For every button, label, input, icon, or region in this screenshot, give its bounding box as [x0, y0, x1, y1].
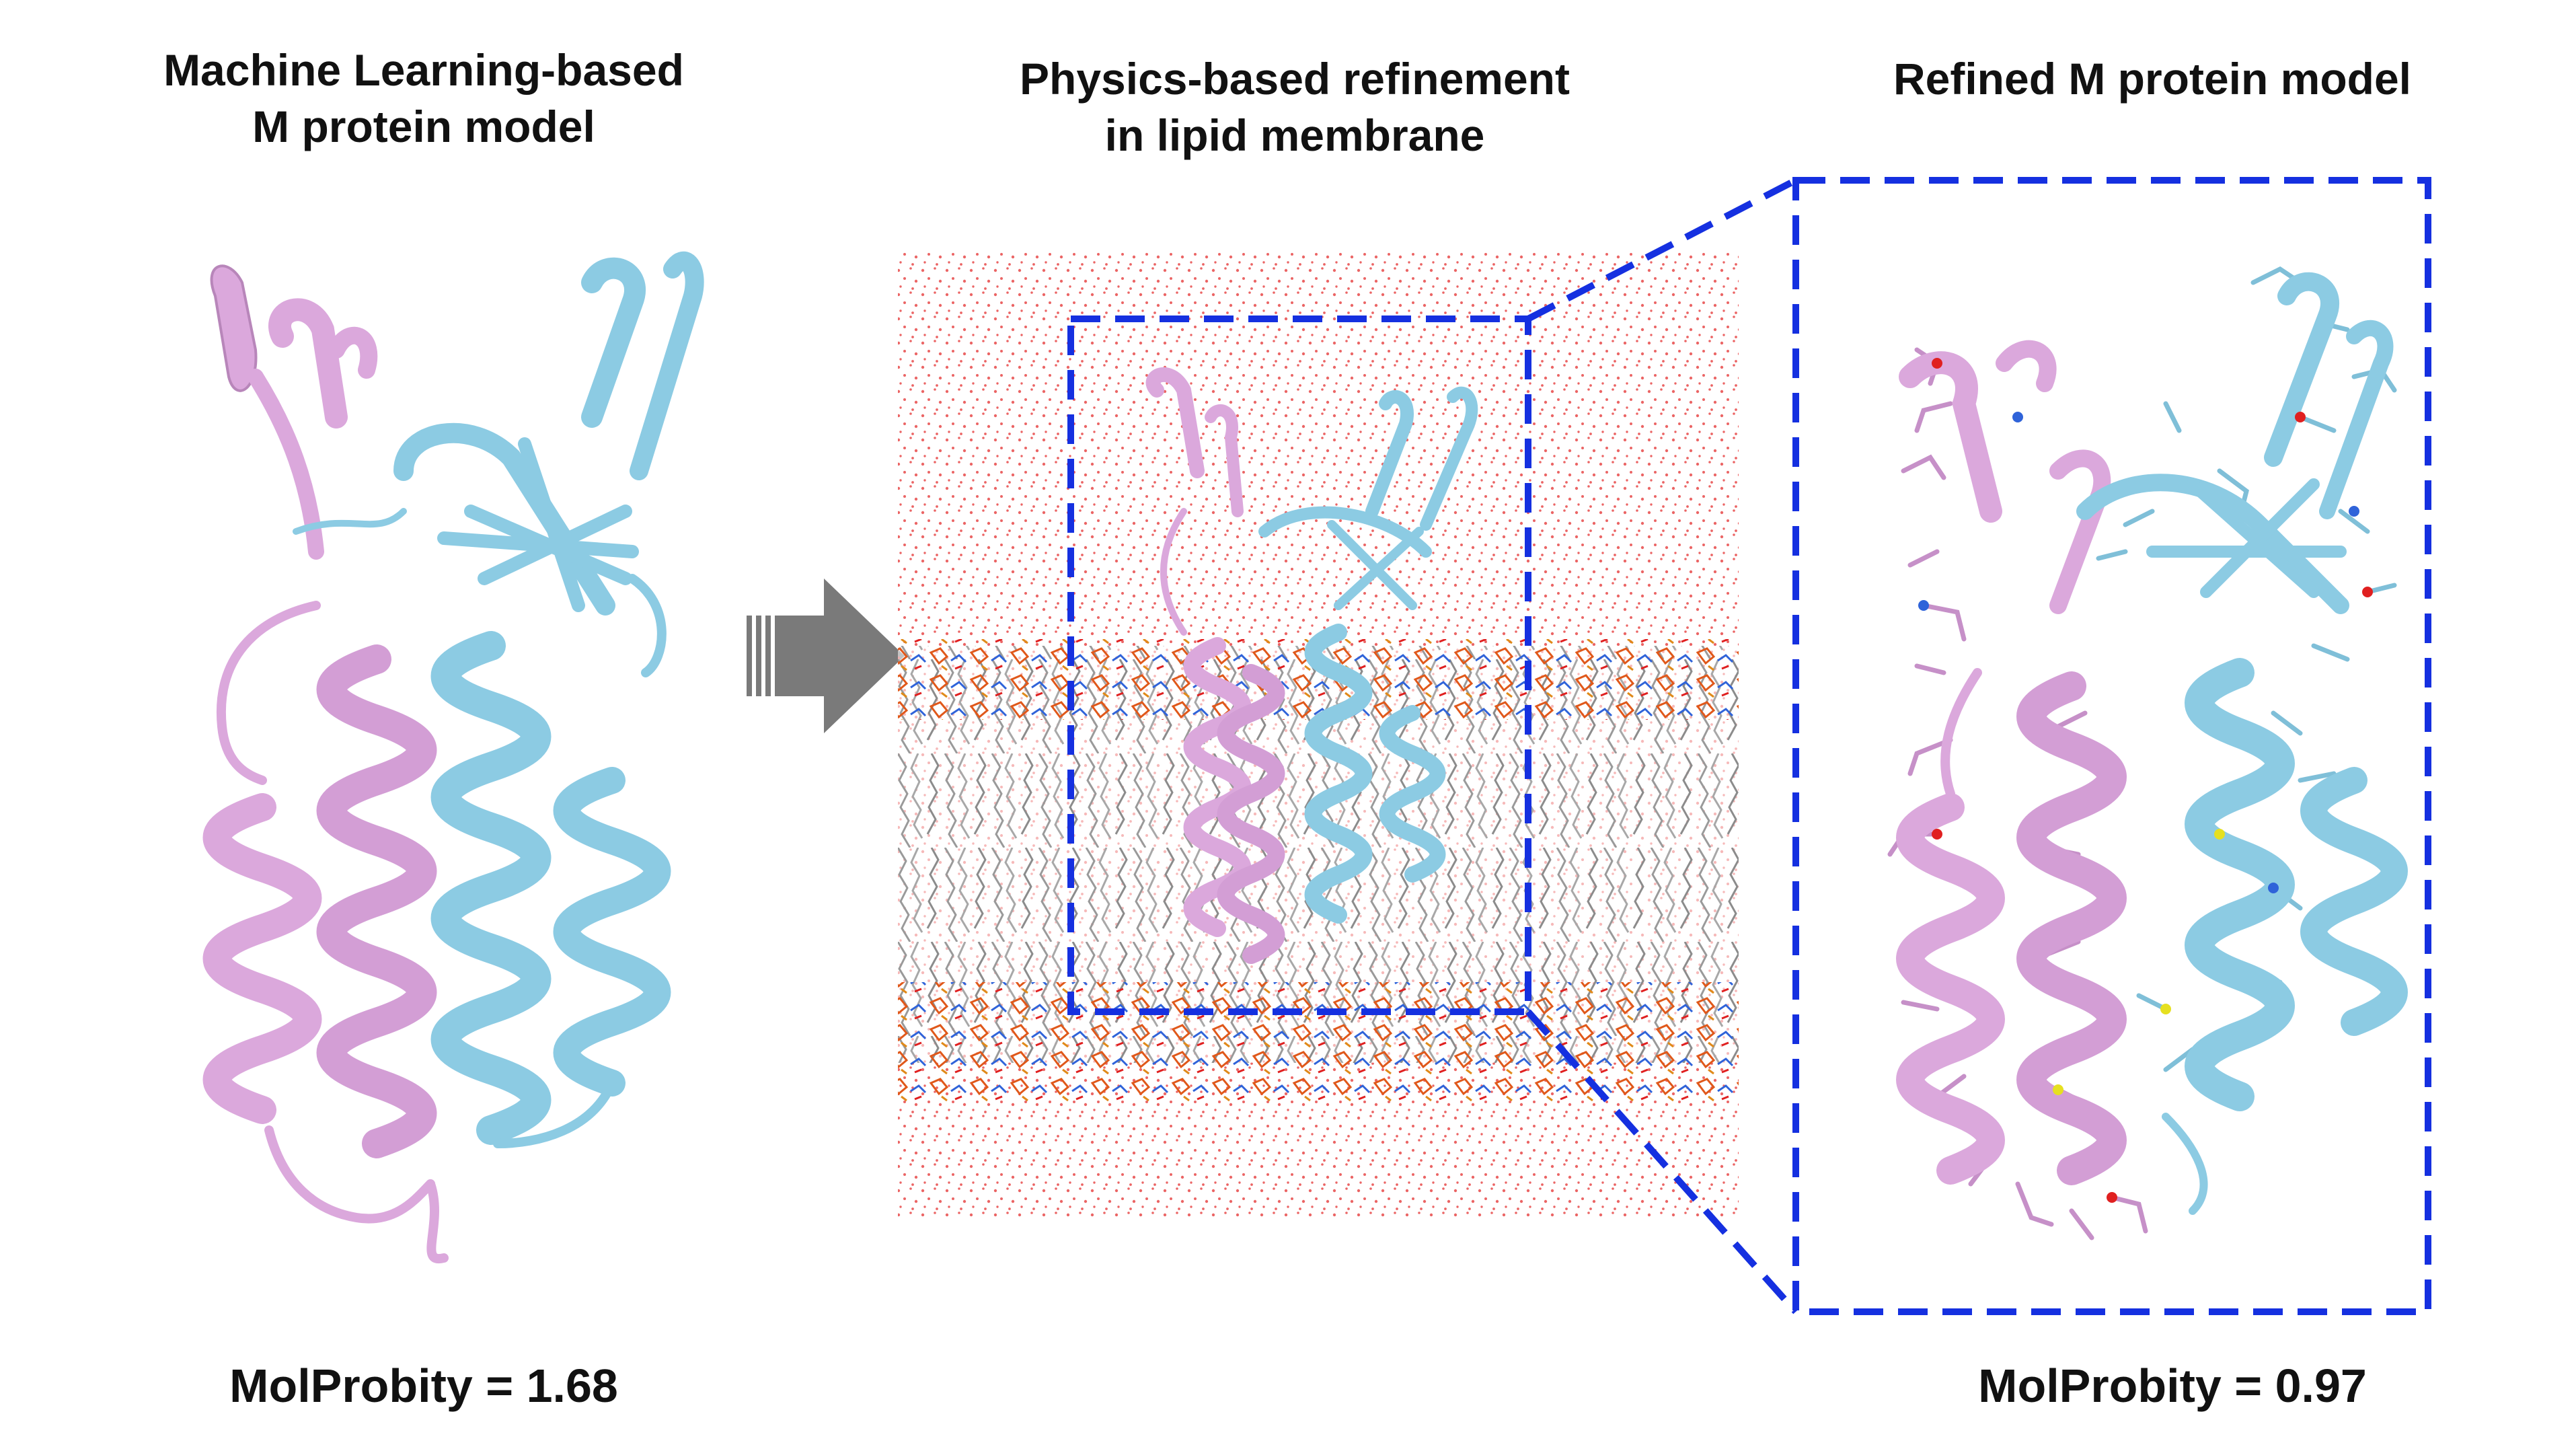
right-title-line1: Refined M protein model: [1893, 54, 2412, 104]
middle-title-line2: in lipid membrane: [1104, 110, 1485, 160]
chain-b-ribbon: [2076, 272, 2408, 1215]
membrane-simulation-system: [898, 249, 1739, 1218]
left-title-line2: M protein model: [252, 102, 595, 151]
right-molprobity-score: MolProbity = 0.97: [1978, 1360, 2367, 1412]
right-zoom-box: [1792, 177, 2431, 1315]
middle-panel-title: Physics-based refinement in lipid membra…: [975, 50, 1614, 163]
refined-protein-model: [1887, 266, 2408, 1240]
atom-highlights: [1918, 358, 2373, 1203]
chain-a-ribbon: [1896, 340, 2127, 1185]
left-molprobity-score: MolProbity = 1.68: [229, 1360, 618, 1412]
zoom-connector-top: [1526, 177, 1798, 322]
lipid-headgroups-bottom: [898, 982, 1739, 1103]
zoom-connector-bottom: [1525, 1009, 1798, 1314]
chain-b-blue: [293, 252, 704, 1148]
left-panel-title: Machine Learning-based M protein model: [121, 42, 726, 155]
ml-protein-model: [202, 252, 704, 1264]
refinement-arrow: [747, 579, 905, 733]
left-title-line1: Machine Learning-based: [163, 45, 684, 95]
right-panel-title: Refined M protein model: [1816, 50, 2489, 107]
embedded-protein: [1145, 367, 1478, 964]
middle-zoom-box: [1067, 315, 1531, 1015]
chain-a-pink: [202, 264, 449, 1264]
middle-title-line1: Physics-based refinement: [1020, 54, 1570, 104]
